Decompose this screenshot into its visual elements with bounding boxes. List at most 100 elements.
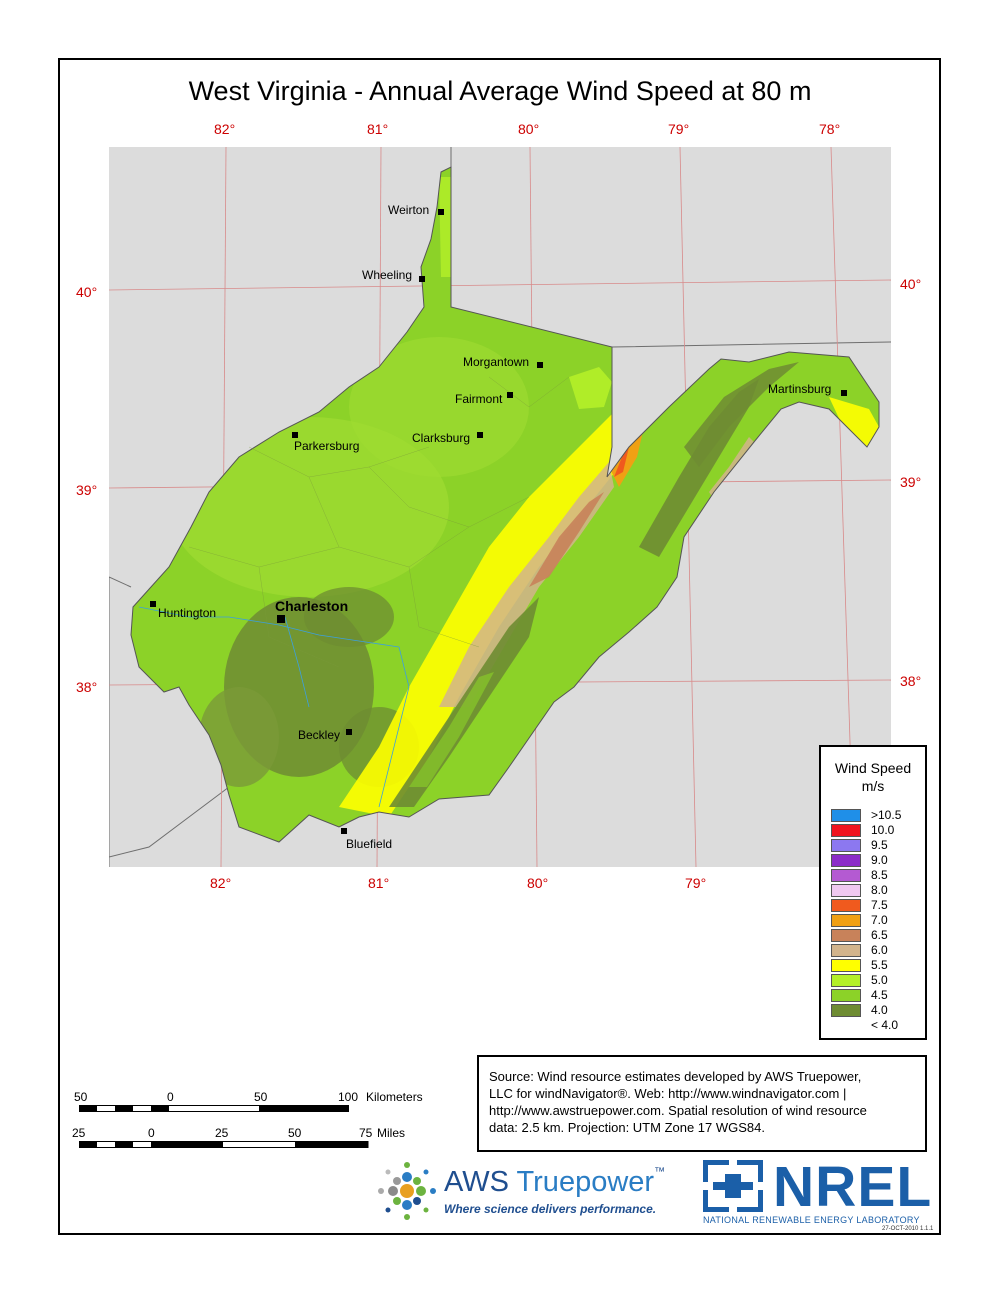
city-marker xyxy=(419,276,425,282)
city-label: Morgantown xyxy=(463,355,530,369)
city-label: Fairmont xyxy=(455,392,503,406)
source-line: Source: Wind resource estimates develope… xyxy=(489,1069,862,1084)
scale-tick-label: 50 xyxy=(74,1090,88,1104)
map-title: West Virginia - Annual Average Wind Spee… xyxy=(188,76,812,106)
legend-swatch xyxy=(831,884,861,897)
scale-tick-label: 25 xyxy=(215,1126,229,1140)
city-marker xyxy=(346,729,352,735)
aws-dots-icon xyxy=(378,1162,436,1220)
map-frame xyxy=(58,58,941,1235)
legend-label: < 4.0 xyxy=(871,1018,899,1032)
legend-item: 9.5 xyxy=(831,838,921,853)
legend-label: 5.0 xyxy=(871,973,888,987)
city-marker xyxy=(292,432,298,438)
aws-trademark: ™ xyxy=(654,1166,666,1178)
scale-tick-label: 0 xyxy=(148,1126,155,1140)
rivers xyxy=(138,606,410,808)
city-label: Martinsburg xyxy=(768,382,832,396)
aws-truepower-logo: AWS Truepower™ Where science delivers pe… xyxy=(376,1158,686,1224)
city-label: Parkersburg xyxy=(294,439,360,453)
kentucky-border xyxy=(109,786,230,858)
legend-item: 5.5 xyxy=(831,958,921,973)
legend-label: >10.5 xyxy=(871,808,902,822)
city-marker xyxy=(537,362,543,368)
legend-label: 5.5 xyxy=(871,958,888,972)
legend-swatch xyxy=(831,944,861,957)
legend-title-line2: m/s xyxy=(861,778,885,794)
aws-brand-part: AWS xyxy=(444,1166,517,1198)
legend-swatch xyxy=(831,959,861,972)
ohio-border xyxy=(109,576,132,588)
legend-item: 7.5 xyxy=(831,898,921,913)
legend-swatch xyxy=(831,854,861,867)
city-marker xyxy=(341,828,347,834)
longitude-label-bottom: 82° xyxy=(210,875,232,891)
scale-tick-label: 100 xyxy=(338,1090,359,1104)
wind-speed-map[interactable] xyxy=(109,147,891,867)
nrel-full-name: NATIONAL RENEWABLE ENERGY LABORATORY xyxy=(703,1215,920,1225)
legend-label: 8.0 xyxy=(871,883,888,897)
legend-item: 5.0 xyxy=(831,973,921,988)
legend-label: 7.5 xyxy=(871,898,888,912)
city-label: Charleston xyxy=(275,598,349,614)
longitude-label-bottom: 81° xyxy=(368,875,390,891)
scale-tick-label: 0 xyxy=(167,1090,174,1104)
city-label: Weirton xyxy=(388,203,430,217)
city-marker xyxy=(438,209,444,215)
nrel-name: NREL xyxy=(773,1155,933,1219)
latitude-label-left: 40° xyxy=(76,284,98,300)
legend-item: < 4.0 xyxy=(831,1018,921,1033)
scale-unit: Miles xyxy=(377,1126,406,1140)
latitude-label-right: 40° xyxy=(900,276,922,292)
scale-tick-label: 50 xyxy=(254,1090,268,1104)
longitude-label-top: 80° xyxy=(518,121,540,137)
legend-label: 9.0 xyxy=(871,853,888,867)
legend-item: >10.5 xyxy=(831,808,921,823)
county-lines xyxy=(188,376,570,668)
legend-label: 6.0 xyxy=(871,943,888,957)
aws-tagline: Where science delivers performance. xyxy=(444,1202,657,1216)
legend-swatch xyxy=(831,809,861,822)
scale-tick-label: 50 xyxy=(288,1126,302,1140)
legend-swatch xyxy=(831,869,861,882)
legend-label: 4.5 xyxy=(871,988,888,1002)
city-marker xyxy=(277,615,285,623)
legend-label: 6.5 xyxy=(871,928,888,942)
scale-bar-mi-graphic xyxy=(79,1141,369,1148)
legend-item: 8.0 xyxy=(831,883,921,898)
longitude-label-top: 79° xyxy=(668,121,690,137)
city-label: Wheeling xyxy=(362,268,413,282)
legend-swatch xyxy=(831,974,861,987)
longitude-label-top: 78° xyxy=(819,121,841,137)
longitude-label-top: 82° xyxy=(214,121,236,137)
legend-item: 8.5 xyxy=(831,868,921,883)
latitude-label-right: 39° xyxy=(900,474,922,490)
city-label: Beckley xyxy=(298,728,341,742)
latitude-label-left: 38° xyxy=(76,679,98,695)
legend-swatch xyxy=(831,839,861,852)
legend-title-line1: Wind Speed xyxy=(834,760,912,776)
aws-brand-part: Truepower xyxy=(516,1166,655,1198)
scale-bar-km-graphic xyxy=(79,1105,349,1112)
date-code: 27-OCT-2010 1.1.1 xyxy=(882,1226,934,1232)
latitude-label-left: 39° xyxy=(76,482,98,498)
legend-label: 9.5 xyxy=(871,838,888,852)
city-label: Bluefield xyxy=(346,837,393,851)
city-marker xyxy=(507,392,513,398)
legend-item: 7.0 xyxy=(831,913,921,928)
source-line: data: 2.5 km. Projection: UTM Zone 17 WG… xyxy=(489,1120,766,1135)
legend-label: 4.0 xyxy=(871,1003,888,1017)
legend-swatch xyxy=(831,824,861,837)
legend-label: 7.0 xyxy=(871,913,888,927)
legend-swatch xyxy=(831,899,861,912)
source-box: Source: Wind resource estimates develope… xyxy=(477,1055,927,1152)
nrel-emblem-icon xyxy=(703,1160,763,1212)
legend-item: 4.0 xyxy=(831,1003,921,1018)
legend-label: 8.5 xyxy=(871,868,888,882)
legend-swatch xyxy=(831,989,861,1002)
scale-unit: Kilometers xyxy=(366,1090,423,1104)
source-line: http://www.awstruepower.com. Spatial res… xyxy=(489,1103,867,1118)
legend-swatch xyxy=(831,929,861,942)
legend-swatch xyxy=(831,1004,861,1017)
city-marker xyxy=(477,432,483,438)
